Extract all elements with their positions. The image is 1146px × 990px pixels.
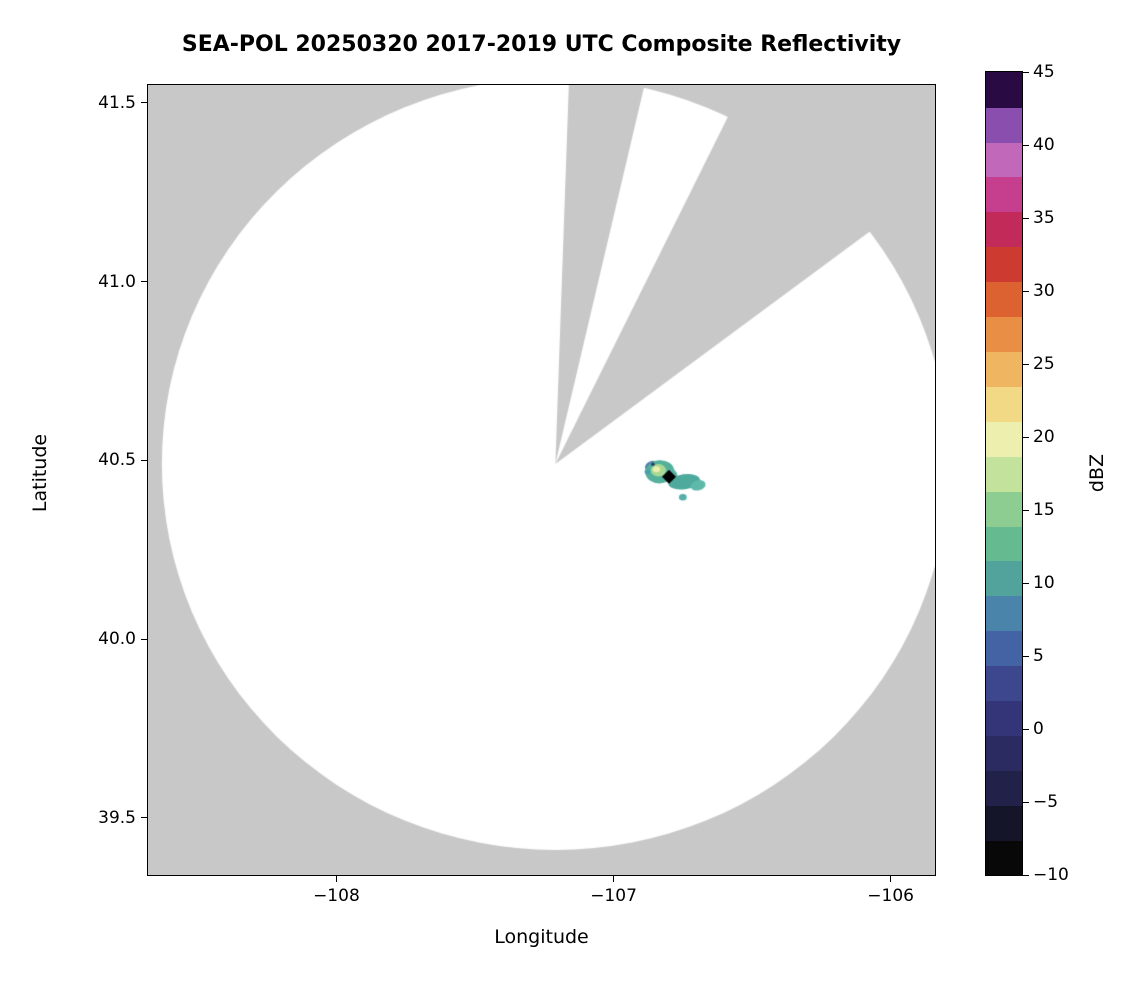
colorbar-segment [986, 735, 1022, 771]
colorbar-tick-label: 20 [1033, 427, 1055, 447]
colorbar-tick-label: 5 [1033, 646, 1044, 666]
colorbar-segment [986, 525, 1022, 562]
colorbar-tick-mark [1023, 582, 1029, 584]
colorbar-segment [986, 630, 1022, 667]
colorbar-tick-label: −10 [1033, 865, 1069, 885]
colorbar-segment [986, 456, 1022, 492]
x-tick-mark [890, 876, 892, 882]
colorbar-segment [986, 386, 1022, 422]
colorbar-segment [986, 176, 1022, 213]
colorbar-tick-mark [1023, 801, 1029, 803]
x-axis-label: Longitude [494, 926, 589, 948]
colorbar-tick-mark [1023, 363, 1029, 365]
colorbar-segment [986, 211, 1022, 248]
colorbar-label: dBZ [1086, 453, 1108, 493]
colorbar-tick-mark [1023, 71, 1029, 73]
chart-title: SEA-POL 20250320 2017-2019 UTC Composite… [181, 32, 902, 57]
x-tick-mark [613, 876, 615, 882]
colorbar-segment [986, 316, 1022, 352]
x-tick-label: −108 [313, 886, 360, 906]
colorbar-segment [986, 141, 1022, 178]
colorbar-tick-mark [1023, 655, 1029, 657]
colorbar-tick-mark [1023, 728, 1029, 730]
y-tick-label: 40.0 [98, 629, 136, 650]
colorbar [985, 71, 1023, 876]
colorbar-tick-mark [1023, 436, 1029, 438]
colorbar-tick-label: 45 [1033, 62, 1055, 82]
y-tick-mark [141, 459, 147, 461]
colorbar-tick-label: 30 [1033, 281, 1055, 301]
colorbar-segment [986, 281, 1022, 318]
colorbar-segment [986, 770, 1022, 806]
colorbar-segment [986, 246, 1022, 283]
colorbar-segment [986, 840, 1022, 875]
colorbar-segment [986, 72, 1022, 108]
colorbar-segment [986, 595, 1022, 632]
colorbar-segment [986, 106, 1022, 143]
radar-plot-canvas [147, 84, 936, 876]
colorbar-tick-label: 40 [1033, 135, 1055, 155]
colorbar-tick-mark [1023, 217, 1029, 219]
colorbar-tick-mark [1023, 509, 1029, 511]
x-tick-mark [335, 876, 337, 882]
y-tick-mark [141, 817, 147, 819]
colorbar-tick-label: 15 [1033, 500, 1055, 520]
y-tick-label: 41.0 [98, 271, 136, 292]
y-tick-mark [141, 638, 147, 640]
colorbar-tick-label: −5 [1033, 792, 1059, 812]
colorbar-tick-label: 35 [1033, 208, 1055, 228]
colorbar-tick-label: 10 [1033, 573, 1055, 593]
y-tick-label: 39.5 [98, 807, 136, 828]
colorbar-segment [986, 700, 1022, 737]
colorbar-segment [986, 805, 1022, 841]
colorbar-segment [986, 560, 1022, 597]
y-tick-label: 41.5 [98, 92, 136, 113]
y-axis-label: Latitude [29, 433, 51, 513]
x-tick-label: −106 [867, 886, 914, 906]
colorbar-segment [986, 351, 1022, 387]
y-tick-label: 40.5 [98, 450, 136, 471]
colorbar-tick-label: 0 [1033, 719, 1044, 739]
y-tick-mark [141, 102, 147, 104]
x-tick-label: −107 [590, 886, 637, 906]
colorbar-tick-mark [1023, 874, 1029, 876]
colorbar-tick-mark [1023, 290, 1029, 292]
colorbar-segment [986, 421, 1022, 457]
colorbar-segment [986, 490, 1022, 527]
colorbar-tick-label: 25 [1033, 354, 1055, 374]
colorbar-segment [986, 665, 1022, 702]
y-tick-mark [141, 281, 147, 283]
colorbar-tick-mark [1023, 144, 1029, 146]
